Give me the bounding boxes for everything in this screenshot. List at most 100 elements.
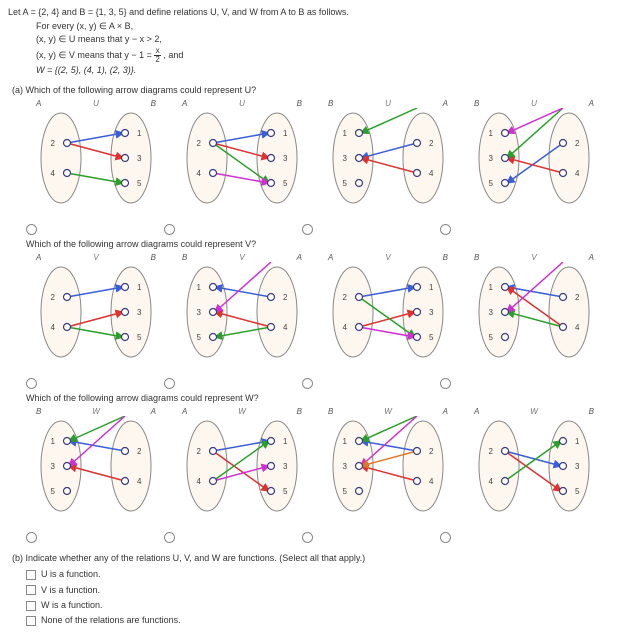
radio-option[interactable]: [164, 378, 175, 389]
left-set-label: B: [182, 253, 187, 262]
partb-opt3: W is a function.: [41, 600, 103, 610]
diagram-labels: B V A: [172, 253, 312, 262]
relation-label: U: [531, 99, 537, 108]
svg-text:3: 3: [575, 462, 580, 471]
svg-text:5: 5: [137, 333, 142, 342]
svg-text:5: 5: [343, 487, 348, 496]
arrow-diagram: 13524: [318, 108, 458, 218]
svg-text:1: 1: [489, 129, 494, 138]
relation-label: V: [531, 253, 536, 262]
question-a-u: (a) Which of the following arrow diagram…: [12, 85, 628, 95]
diagram-option: A W B 24135: [172, 407, 312, 526]
diagram-labels: B U A: [464, 99, 604, 108]
svg-text:4: 4: [283, 323, 288, 332]
right-set-label: B: [297, 407, 302, 416]
question-a-v: Which of the following arrow diagrams co…: [26, 239, 628, 249]
svg-text:4: 4: [137, 477, 142, 486]
partb-opt1: U is a function.: [41, 569, 101, 579]
radio-option[interactable]: [26, 224, 37, 235]
radio-option[interactable]: [164, 532, 175, 543]
radio-option[interactable]: [164, 224, 175, 235]
diagram-labels: B W A: [26, 407, 166, 416]
left-set-label: A: [328, 253, 333, 262]
radio-row-u: [26, 224, 628, 235]
svg-text:2: 2: [575, 139, 580, 148]
svg-text:1: 1: [137, 129, 142, 138]
diagram-row-v: A V B 24135 B V A 13524 A V B 24135 B V …: [26, 253, 628, 372]
diagram-option: A V B 24135: [318, 253, 458, 372]
svg-text:5: 5: [489, 179, 494, 188]
part-b: (b) Indicate whether any of the relation…: [8, 553, 628, 628]
svg-text:2: 2: [343, 293, 348, 302]
svg-text:4: 4: [197, 477, 202, 486]
svg-text:1: 1: [343, 437, 348, 446]
diagram-option: B V A 13524: [464, 253, 604, 372]
diagram-option: B W A 13524: [318, 407, 458, 526]
svg-text:4: 4: [489, 477, 494, 486]
svg-text:2: 2: [197, 139, 202, 148]
partb-opt2: V is a function.: [41, 585, 100, 595]
svg-text:2: 2: [51, 293, 56, 302]
left-set-label: B: [36, 407, 41, 416]
svg-text:3: 3: [283, 462, 288, 471]
diagram-option: B V A 13524: [172, 253, 312, 372]
svg-text:2: 2: [51, 139, 56, 148]
relation-label: V: [239, 253, 244, 262]
svg-text:2: 2: [429, 139, 434, 148]
checkbox-u[interactable]: [26, 570, 36, 580]
diagram-option: B U A 13524: [464, 99, 604, 218]
left-set-label: A: [182, 407, 187, 416]
left-set-label: A: [182, 99, 187, 108]
svg-text:3: 3: [343, 462, 348, 471]
svg-text:5: 5: [283, 487, 288, 496]
intro-line4-pre: (x, y) ∈ V means that y − 1 =: [36, 49, 154, 59]
svg-text:5: 5: [575, 487, 580, 496]
diagram-option: B W A 13524: [26, 407, 166, 526]
diagram-option: A U B 24135: [172, 99, 312, 218]
svg-text:5: 5: [137, 179, 142, 188]
arrow-diagram: 2 4 1 3 5: [26, 108, 166, 218]
checkbox-w[interactable]: [26, 601, 36, 611]
radio-option[interactable]: [302, 224, 313, 235]
right-set-label: A: [297, 253, 302, 262]
svg-text:4: 4: [51, 323, 56, 332]
arrow-diagram: 13524: [26, 416, 166, 526]
right-set-label: B: [151, 253, 156, 262]
diagram-row-w: B W A 13524 A W B 24135 B W A 13524 A W …: [26, 407, 628, 526]
svg-text:3: 3: [489, 308, 494, 317]
svg-text:3: 3: [137, 308, 142, 317]
radio-option[interactable]: [440, 532, 451, 543]
svg-text:3: 3: [137, 154, 142, 163]
diagram-option: A U B 2 4 1 3 5: [26, 99, 166, 218]
problem-intro: Let A = {2, 4} and B = {1, 3, 5} and def…: [8, 6, 628, 77]
right-set-label: B: [443, 253, 448, 262]
radio-option[interactable]: [26, 378, 37, 389]
svg-text:2: 2: [283, 293, 288, 302]
svg-text:2: 2: [137, 447, 142, 456]
left-set-label: B: [474, 99, 479, 108]
relation-label: W: [238, 407, 246, 416]
arrow-diagram: 24135: [318, 262, 458, 372]
radio-option[interactable]: [302, 378, 313, 389]
svg-text:5: 5: [197, 333, 202, 342]
diagram-labels: A U B: [26, 99, 166, 108]
radio-option[interactable]: [440, 224, 451, 235]
arrow-diagram: 24135: [464, 416, 604, 526]
intro-line2: For every (x, y) ∈ A × B,: [36, 20, 628, 34]
arrow-diagram: 24135: [172, 108, 312, 218]
intro-line3: (x, y) ∈ U means that y − x > 2,: [36, 33, 628, 47]
diagram-labels: A V B: [318, 253, 458, 262]
checkbox-v[interactable]: [26, 585, 36, 595]
radio-option[interactable]: [26, 532, 37, 543]
svg-text:4: 4: [429, 169, 434, 178]
left-set-label: B: [474, 253, 479, 262]
svg-text:2: 2: [197, 447, 202, 456]
arrow-diagram: 24135: [26, 262, 166, 372]
arrow-diagram: 24135: [172, 416, 312, 526]
radio-option[interactable]: [440, 378, 451, 389]
relation-label: W: [92, 407, 100, 416]
radio-option[interactable]: [302, 532, 313, 543]
right-set-label: B: [151, 99, 156, 108]
svg-text:4: 4: [51, 169, 56, 178]
diagram-labels: A U B: [172, 99, 312, 108]
